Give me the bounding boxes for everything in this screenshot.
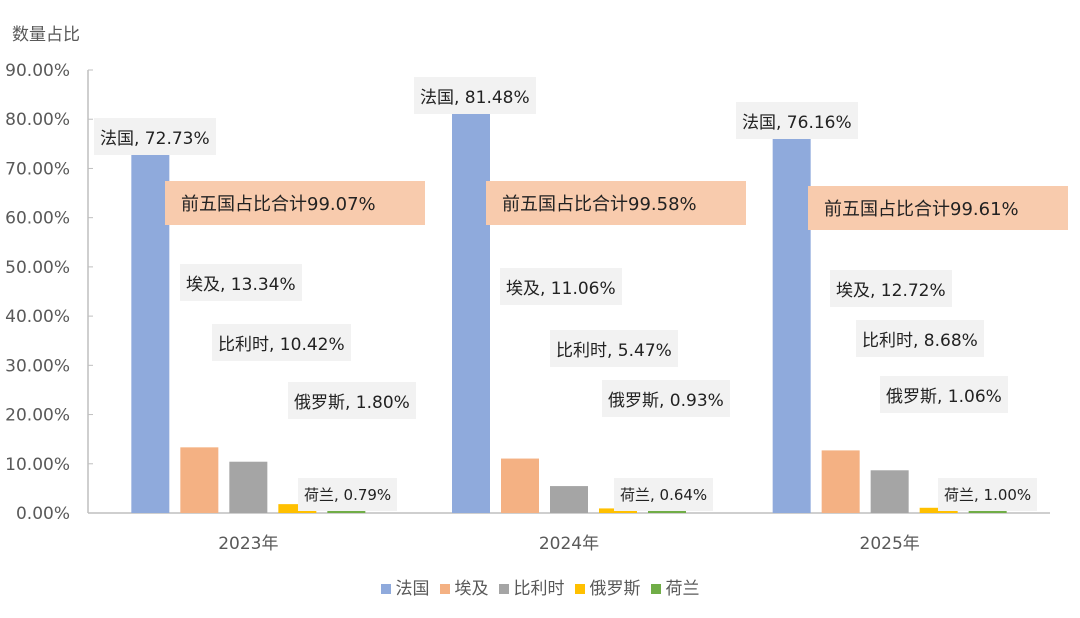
bar-荷兰 [648, 509, 686, 513]
data-label: 荷兰, 0.64% [614, 478, 714, 511]
y-tick-label: 90.00% [5, 61, 70, 81]
bar-埃及 [501, 458, 539, 513]
y-tick-label: 60.00% [5, 209, 70, 229]
legend-item: 法国 [380, 574, 430, 599]
data-label: 法国, 72.73% [94, 118, 216, 155]
y-tick-label: 20.00% [5, 406, 70, 426]
bar-埃及 [180, 447, 219, 513]
data-label: 俄罗斯, 1.80% [288, 382, 416, 419]
y-tick-label: 70.00% [5, 159, 70, 179]
bar-法国 [452, 111, 490, 514]
data-label: 荷兰, 0.79% [298, 478, 398, 511]
legend-item: 埃及 [439, 574, 489, 599]
bar-比利时 [229, 461, 268, 513]
bar-埃及 [821, 450, 860, 513]
legend-swatch [380, 584, 391, 594]
bar-比利时 [550, 486, 588, 513]
total-annotation: 前五国占比合计99.58% [486, 181, 746, 225]
y-tick-label: 40.00% [5, 307, 70, 327]
y-axis-title: 数量占比 [12, 25, 80, 45]
bar-法国 [772, 138, 811, 514]
bar-法国 [131, 155, 170, 513]
legend-label: 比利时 [513, 579, 565, 599]
data-label: 俄罗斯, 1.06% [880, 376, 1008, 413]
data-label: 法国, 81.48% [414, 77, 536, 114]
legend: 法国 埃及 比利时 俄罗斯 荷兰 [0, 574, 1080, 599]
legend-item: 荷兰 [650, 574, 700, 599]
legend-item: 俄罗斯 [574, 574, 641, 599]
data-label: 比利时, 10.42% [212, 324, 351, 361]
legend-swatch [650, 584, 661, 594]
legend-swatch [574, 584, 585, 594]
legend-label: 埃及 [454, 579, 489, 599]
total-annotation: 前五国占比合计99.61% [808, 186, 1068, 230]
bar-比利时 [870, 470, 909, 513]
y-tick-label: 30.00% [5, 356, 70, 376]
data-label: 俄罗斯, 0.93% [602, 380, 730, 417]
x-tick-label: 2025年 [860, 534, 920, 554]
data-label: 比利时, 8.68% [856, 320, 984, 357]
x-tick-label: 2023年 [218, 534, 278, 554]
legend-label: 荷兰 [665, 579, 700, 599]
legend-label: 俄罗斯 [589, 579, 641, 599]
y-tick-label: 0.00% [16, 504, 70, 524]
y-tick-label: 10.00% [5, 455, 70, 475]
legend-swatch [498, 584, 509, 594]
data-label: 荷兰, 1.00% [938, 478, 1038, 511]
legend-label: 法国 [395, 579, 430, 599]
data-label: 埃及, 12.72% [830, 270, 952, 307]
total-annotation: 前五国占比合计99.07% [165, 181, 425, 225]
y-tick-label: 80.00% [5, 110, 70, 130]
data-label: 埃及, 13.34% [180, 264, 302, 301]
data-label: 法国, 76.16% [736, 102, 858, 139]
y-tick-label: 50.00% [5, 258, 70, 278]
bar-俄罗斯 [278, 504, 317, 513]
x-tick-label: 2024年 [539, 534, 599, 554]
data-label: 埃及, 11.06% [500, 268, 622, 305]
data-label: 比利时, 5.47% [550, 330, 678, 367]
bar-荷兰 [327, 509, 366, 513]
legend-item: 比利时 [498, 574, 565, 599]
legend-swatch [439, 584, 450, 594]
